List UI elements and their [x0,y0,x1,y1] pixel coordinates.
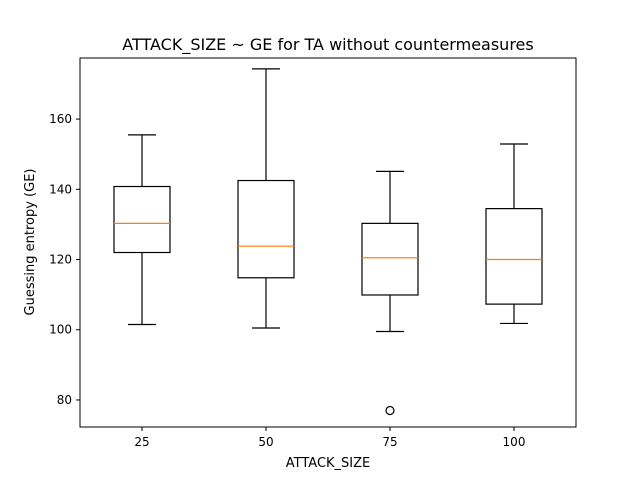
box-group-25 [113,134,171,326]
y-axis-label: Guessing entropy (GE) [23,169,38,316]
box-group-100 [485,143,543,325]
plot-area [113,68,543,416]
x-tick-label: 75 [382,435,397,449]
x-tick-label: 25 [134,435,149,449]
y-tick-label: 140 [49,182,72,196]
box-iqr [485,208,543,305]
x-tick-label: 50 [258,435,273,449]
axes: 25 50 75 100 80 100 120 140 160 [49,112,525,449]
y-tick-label: 100 [49,323,72,337]
box-group-75 [361,170,419,416]
y-tick-label: 80 [57,393,72,407]
box-iqr [113,185,171,254]
x-tick-label: 100 [503,435,526,449]
y-tick-label: 120 [49,253,72,267]
box-group-50 [237,68,295,329]
x-axis-label: ATTACK_SIZE [286,456,371,471]
y-tick-label: 160 [49,112,72,126]
chart-title: ATTACK_SIZE ~ GE for TA without counterm… [122,35,533,55]
outlier-point [385,405,395,416]
box-iqr [361,222,419,296]
axes-frame [79,57,577,428]
box-iqr [237,179,295,279]
